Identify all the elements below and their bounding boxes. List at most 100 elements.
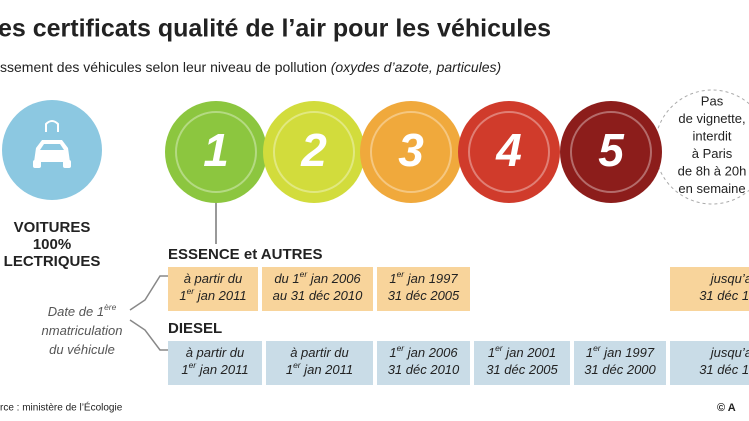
credit: © A	[717, 402, 736, 414]
text-segment: jan 2011	[194, 288, 247, 303]
text-line: 31 déc 2000	[584, 362, 656, 377]
date-cell	[168, 267, 258, 311]
text-segment: au 31 déc 2010	[273, 288, 363, 303]
date-cell	[574, 341, 666, 385]
note-line: de 8h à 20h	[678, 163, 747, 178]
title: es certificats qualité de l’air pour les…	[0, 15, 551, 43]
class-ring	[570, 111, 652, 193]
note-line: de vignette,	[678, 111, 745, 126]
text-line: à partir du	[184, 271, 243, 286]
class-circle	[560, 101, 662, 203]
row-title: DIESEL	[168, 320, 222, 337]
text-line: jusqu’au	[709, 345, 749, 360]
text-line: nmatriculation	[42, 323, 123, 338]
superscript: er	[397, 343, 406, 353]
note-line: interdit	[692, 128, 731, 143]
date-cell	[168, 341, 262, 385]
text-segment: jusqu’au	[709, 345, 749, 360]
subtitle-note: (oxydes d’azote, particules)	[331, 59, 501, 75]
date-cell	[377, 267, 470, 311]
class-circle	[360, 101, 462, 203]
text-line: 1er jan 2006	[389, 343, 458, 360]
text-segment: 31 déc 2005	[388, 288, 460, 303]
text-line: 31 déc 2010	[388, 362, 460, 377]
class-ring	[468, 111, 550, 193]
text-segment: 31 déc 2005	[486, 362, 558, 377]
class-label: 5	[598, 124, 625, 176]
text-segment: du 1	[274, 271, 299, 286]
text-segment: 31 déc 2000	[584, 362, 656, 377]
text-segment: 1	[488, 345, 495, 360]
text-segment: jan 2011	[196, 362, 249, 377]
note-line: en semaine	[678, 181, 745, 196]
text-line: 31 déc 1996	[699, 288, 749, 303]
text-segment: à partir du	[290, 345, 349, 360]
superscript: er	[187, 286, 196, 296]
text-segment: jan 2011	[301, 362, 354, 377]
text-segment: nmatriculation	[42, 323, 123, 338]
date-cell	[670, 267, 749, 311]
electric-label: VOITURES	[14, 219, 91, 236]
text-segment: 31 déc 2010	[388, 362, 460, 377]
row-title: ESSENCE et AUTRES	[168, 246, 322, 263]
source: rce : ministère de l’Écologie	[0, 401, 123, 414]
class-ring	[370, 111, 452, 193]
text-line: à partir du	[290, 345, 349, 360]
text-line: 31 déc 2005	[486, 362, 558, 377]
text-segment: jan 2006	[307, 271, 361, 286]
date-cell	[670, 341, 749, 385]
text-segment: à partir du	[184, 271, 243, 286]
subtitle: ssement des véhicules selon leur niveau …	[0, 59, 501, 75]
text-line: jusqu’au	[709, 271, 749, 286]
class-label: 4	[495, 124, 522, 176]
superscript: er	[495, 343, 504, 353]
date-cell	[266, 341, 373, 385]
text-line: 31 déc 2005	[388, 288, 460, 303]
superscript: er	[300, 269, 309, 279]
text-segment: 1	[181, 362, 188, 377]
text-segment: 1	[179, 288, 186, 303]
text-line: au 31 déc 2010	[273, 288, 363, 303]
text-line: 1er jan 2011	[179, 286, 246, 303]
text-segment: 31 déc 1996	[699, 362, 749, 377]
text-segment: 1	[286, 362, 293, 377]
class-label: 3	[398, 124, 424, 176]
superscript: er	[293, 360, 302, 370]
superscript: er	[397, 269, 406, 279]
class-circle	[458, 101, 560, 203]
date-cell	[262, 267, 373, 311]
date-cell	[474, 341, 570, 385]
text-line: 1er jan 2011	[181, 360, 248, 377]
class-circle	[263, 101, 365, 203]
text-segment: à partir du	[186, 345, 245, 360]
superscript: er	[593, 343, 602, 353]
text-line: Date de 1ère	[48, 302, 117, 319]
text-line: 1er jan 1997	[389, 269, 458, 286]
text-line: 1er jan 1997	[586, 343, 655, 360]
bracket	[129, 275, 168, 351]
text-segment: 1	[389, 271, 396, 286]
text-segment: 1	[586, 345, 593, 360]
text-line: à partir du	[186, 345, 245, 360]
text-segment: jusqu’au	[709, 271, 749, 286]
text-line: 1er jan 2001	[488, 343, 556, 360]
text-segment: jan 2006	[404, 345, 458, 360]
note-line: Pas	[701, 93, 724, 108]
text-line: 1er jan 2011	[286, 360, 353, 377]
electric-label: 100%	[33, 236, 71, 253]
class-ring	[175, 111, 257, 193]
date-cell	[377, 341, 470, 385]
superscript: ère	[104, 302, 117, 312]
class-circle	[165, 101, 267, 203]
text-segment: 31 déc 1996	[699, 288, 749, 303]
class-label: 2	[300, 124, 327, 176]
electric-label: LECTRIQUES	[4, 253, 101, 270]
text-segment: 1	[389, 345, 396, 360]
superscript: er	[189, 360, 198, 370]
class-label: 1	[203, 124, 229, 176]
text-line: du 1er jan 2006	[274, 269, 361, 286]
text-line: du véhicule	[49, 342, 115, 357]
text-segment: Date de 1	[48, 304, 104, 319]
subtitle-main: ssement des véhicules selon leur niveau …	[0, 59, 327, 75]
